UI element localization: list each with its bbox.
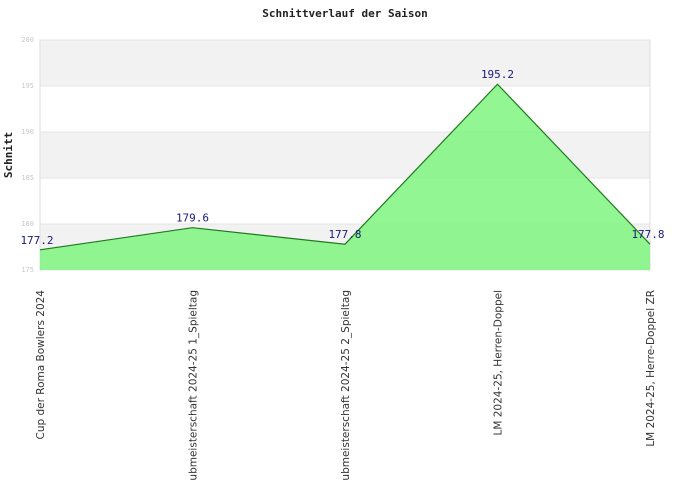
y-tick-label: 195 <box>21 82 34 90</box>
y-tick-label: 185 <box>21 174 34 182</box>
series-line <box>39 83 651 251</box>
y-tick-labels: 175 180 185 190 195 200 <box>21 36 34 274</box>
x-tick-label: LM 2024-25, Herre-Doppel ZR <box>645 290 657 447</box>
chart-title: Schnittverlauf der Saison <box>262 7 428 20</box>
data-label: 179.6 <box>176 212 209 225</box>
data-labels: 177.2 179.6 177.8 195.2 177.8 <box>20 68 664 247</box>
y-tick-label: 200 <box>21 36 34 44</box>
series-area <box>40 84 650 270</box>
grid-band <box>40 40 650 86</box>
data-label: 177.2 <box>20 234 53 247</box>
y-tick-label: 175 <box>21 266 34 274</box>
x-tick-label: Cup der Roma Bowlers 2024 <box>35 290 47 440</box>
y-tick-label: 180 <box>21 220 34 228</box>
x-tick-label: ubmeisterschaft 2024-25 2_Spieltag <box>340 290 352 481</box>
x-tick-label: LM 2024-25, Herren-Doppel <box>493 290 505 436</box>
data-label: 177.8 <box>631 228 664 241</box>
data-label: 177.8 <box>328 228 361 241</box>
x-tick-label: ubmeisterschaft 2024-25 1_Spieltag <box>188 290 200 481</box>
x-tick-labels: Cup der Roma Bowlers 2024 ubmeisterschaft… <box>35 290 657 481</box>
y-tick-label: 190 <box>21 128 34 136</box>
data-label: 195.2 <box>481 68 514 81</box>
y-axis-label: Schnitt <box>2 132 15 178</box>
